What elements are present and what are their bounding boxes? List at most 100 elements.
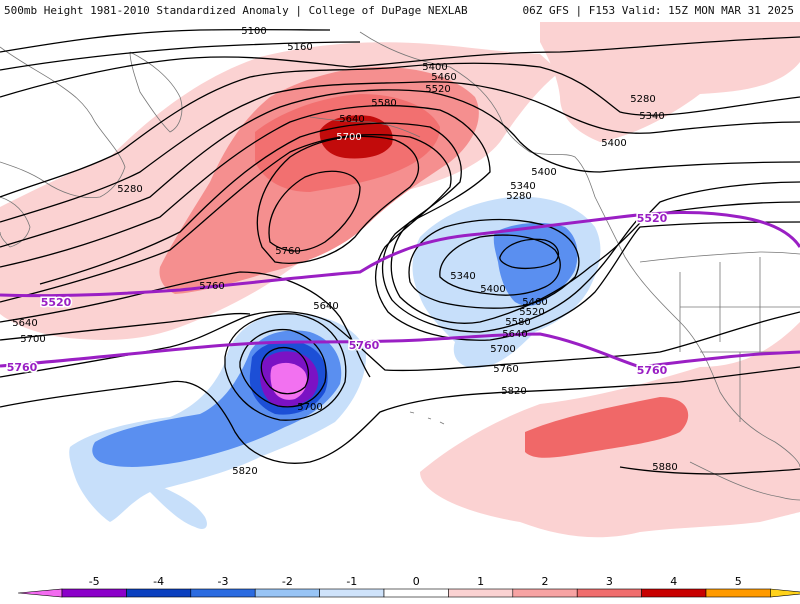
alaska-coast <box>359 31 596 198</box>
contour-5340-west <box>0 81 800 223</box>
label-5520-south-trough: 5520 <box>519 307 544 318</box>
label-5700-south: 5700 <box>490 344 515 355</box>
contour-5760-highlight <box>0 332 800 369</box>
label-5640-south-trough: 5640 <box>502 329 527 340</box>
hawaii-islands <box>409 411 445 425</box>
label-5100: 5100 <box>241 26 266 37</box>
map-svg: 5100 5160 5400 5460 5520 5580 5640 5700 … <box>0 22 800 575</box>
label-5520-highlight-west: 5520 <box>41 296 72 309</box>
contour-5520-highlight <box>0 210 800 298</box>
map-title: 500mb Height 1981-2010 Standardized Anom… <box>4 4 468 17</box>
contour-5640-south <box>0 271 371 378</box>
colorbar-tick-label: -3 <box>218 575 229 588</box>
label-5400-trough: 5400 <box>531 167 556 178</box>
colorbar-segment <box>319 588 385 598</box>
label-5580-north: 5580 <box>371 98 396 109</box>
colorbar-segment <box>770 588 800 598</box>
label-5760-ridge: 5760 <box>275 246 300 257</box>
us-canada-border <box>639 251 800 263</box>
colorbar-segment <box>61 588 127 598</box>
label-5460-south-trough: 5460 <box>522 297 547 308</box>
contour-5220-trough <box>499 238 559 269</box>
label-5820-south: 5820 <box>232 466 257 477</box>
label-5880: 5880 <box>652 462 677 473</box>
anomaly-neg5-southwest <box>270 362 307 400</box>
colorbar-segment <box>512 588 578 598</box>
anomaly-neg1-southwest-tail <box>150 482 207 529</box>
label-5760-highlight-west: 5760 <box>7 361 38 374</box>
colorbar-tick-label: 3 <box>606 575 613 588</box>
contour-5220 <box>0 36 800 98</box>
contour-5520-inner <box>39 122 800 333</box>
height-contours <box>0 28 800 475</box>
contour-5460 <box>0 104 800 324</box>
label-5640-west: 5640 <box>12 318 37 329</box>
label-5760-highlight-east: 5760 <box>637 364 668 377</box>
label-5400-east: 5400 <box>601 138 626 149</box>
contour-5700-south <box>0 312 251 341</box>
contour-5820 <box>0 366 800 464</box>
colorbar-tick-label: -2 <box>282 575 293 588</box>
positive-anomaly-shading <box>0 22 800 538</box>
colorbar-segment <box>383 588 449 598</box>
colorbar-swatches <box>17 588 800 598</box>
contour-5280-west <box>0 62 800 198</box>
label-5760-west: 5760 <box>199 281 224 292</box>
contour-5700-ridge <box>268 170 361 252</box>
label-5700-ridge: 5700 <box>336 132 361 143</box>
contour-cutoff-inner <box>260 347 309 395</box>
contour-labels: 5100 5160 5400 5460 5520 5580 5640 5700 … <box>12 26 677 477</box>
label-5460-north: 5460 <box>431 72 456 83</box>
highlight-contours <box>0 210 800 369</box>
contour-5100 <box>0 28 331 53</box>
colorbar-segment <box>190 588 256 598</box>
colorbar-svg: -5 -4 -3 -2 -1 0 1 2 3 4 5 <box>17 575 800 598</box>
colorbar-tick-label: 5 <box>735 575 742 588</box>
colorbar-segment <box>705 588 771 598</box>
colorbar-tick-label: 0 <box>413 575 420 588</box>
label-5340-east: 5340 <box>639 111 664 122</box>
label-5640-ridge: 5640 <box>339 114 364 125</box>
label-5640-cutoff: 5640 <box>313 301 338 312</box>
contour-5880 <box>619 466 800 475</box>
contour-5580 <box>0 134 800 341</box>
label-5760-south-east: 5760 <box>493 364 518 375</box>
anomaly-pos1-northeast <box>540 22 800 142</box>
colorbar-segment <box>448 588 514 598</box>
colorbar-segment <box>126 588 192 598</box>
colorbar-labels: -5 -4 -3 -2 -1 0 1 2 3 4 5 <box>89 575 742 588</box>
colorbar-segment <box>254 588 320 598</box>
contour-5760-south <box>0 310 800 378</box>
label-5580-south-trough: 5580 <box>505 317 530 328</box>
label-5520-north: 5520 <box>425 84 450 95</box>
colorbar-tick-label: -1 <box>346 575 357 588</box>
label-5760-highlight-center: 5760 <box>349 339 380 352</box>
kamchatka-coast <box>129 51 183 133</box>
contour-5160 <box>0 41 361 71</box>
colorbar: -5 -4 -3 -2 -1 0 1 2 3 4 5 <box>0 575 800 600</box>
label-5280-east: 5280 <box>630 94 655 105</box>
colorbar-tick-label: 1 <box>477 575 484 588</box>
label-5700-west: 5700 <box>20 334 45 345</box>
label-5400-south-trough: 5400 <box>480 284 505 295</box>
contour-5340-trough <box>408 218 580 309</box>
label-5280-trough: 5280 <box>506 191 531 202</box>
negative-anomaly-shading <box>69 196 601 529</box>
colorbar-segment <box>17 588 63 598</box>
contour-5400 <box>0 89 800 248</box>
highlight-labels: 5520 5520 5760 5760 5760 <box>5 211 669 379</box>
label-5700-cutoff: 5700 <box>297 402 322 413</box>
map-panel: 5100 5160 5400 5460 5520 5580 5640 5700 … <box>0 22 800 575</box>
label-5520-highlight-east: 5520 <box>637 212 668 225</box>
contour-5640-ridge <box>256 135 419 264</box>
model-run-info: 06Z GFS | F153 Valid: 15Z MON MAR 31 202… <box>522 4 794 17</box>
label-5160: 5160 <box>287 42 312 53</box>
label-5280-west: 5280 <box>117 184 142 195</box>
colorbar-tick-label: 4 <box>670 575 677 588</box>
contour-cutoff-outer <box>224 313 347 421</box>
contour-5280-trough <box>439 234 561 296</box>
label-5820-east: 5820 <box>501 386 526 397</box>
state-lines <box>679 257 800 422</box>
anomaly-pos2-southeast <box>525 397 689 458</box>
label-5400-north: 5400 <box>422 62 447 73</box>
